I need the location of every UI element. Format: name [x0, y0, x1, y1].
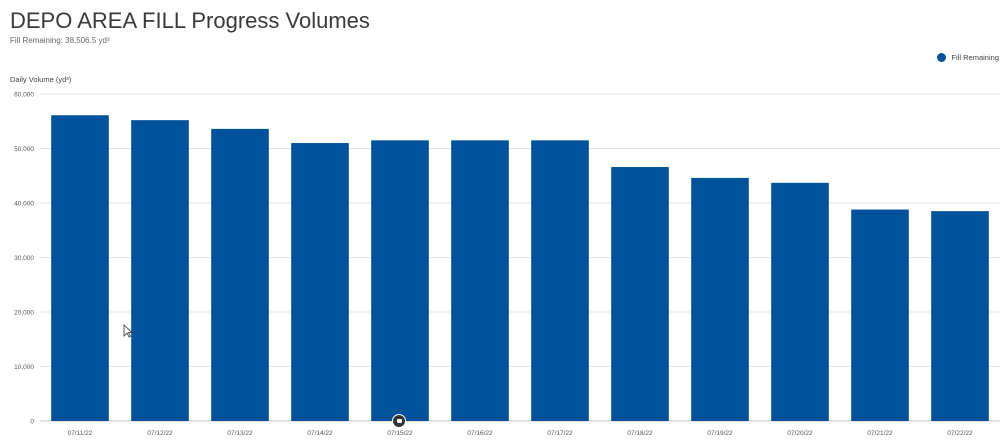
y-tick-label: 50,000	[14, 146, 34, 153]
bar-07/12/22[interactable]	[131, 120, 189, 421]
bar-07/21/22[interactable]	[851, 209, 909, 421]
bar-07/13/22[interactable]	[211, 128, 269, 421]
page-title: DEPO AREA FILL Progress Volumes	[10, 8, 370, 33]
y-tick-label: 10,000	[14, 364, 34, 371]
legend-marker-fill-remaining	[937, 53, 947, 62]
x-tick-label: 07/18/22	[627, 430, 653, 437]
x-tick-label: 07/12/22	[147, 430, 173, 437]
y-tick-label: 60,000	[14, 92, 34, 99]
x-tick-label: 07/15/22	[387, 430, 413, 437]
bar-07/22/22[interactable]	[931, 211, 989, 421]
bar-07/18/22[interactable]	[611, 167, 669, 421]
y-axis-title: Daily Volume (yd³)	[10, 75, 72, 84]
x-tick-label: 07/13/22	[227, 430, 253, 437]
x-tick-label: 07/17/22	[547, 430, 573, 437]
bar-07/11/22[interactable]	[51, 115, 109, 421]
bar-07/17/22[interactable]	[531, 140, 589, 421]
bar-07/16/22[interactable]	[451, 140, 509, 421]
x-tick-label: 07/20/22	[787, 430, 813, 437]
legend-label-fill-remaining: Fill Remaining	[951, 53, 999, 62]
y-tick-label: 20,000	[14, 310, 34, 317]
bar-07/19/22[interactable]	[691, 177, 749, 421]
x-tick-label: 07/16/22	[467, 430, 493, 437]
bar-07/14/22[interactable]	[291, 143, 349, 422]
x-tick-label: 07/21/22	[867, 430, 893, 437]
x-tick-label: 07/22/22	[947, 430, 973, 437]
chart-legend[interactable]: Fill Remaining	[937, 53, 999, 62]
y-tick-label: 40,000	[14, 201, 34, 208]
y-tick-label: 0	[30, 419, 34, 426]
x-tick-label: 07/14/22	[307, 430, 333, 437]
y-tick-label: 30,000	[14, 255, 34, 262]
bar-07/15/22[interactable]	[371, 140, 429, 421]
calendar-marker-icon[interactable]	[392, 414, 406, 428]
x-tick-label: 07/11/22	[68, 430, 93, 437]
bar-07/20/22[interactable]	[771, 182, 829, 421]
x-tick-label: 07/19/22	[707, 430, 733, 437]
page-subtitle: Fill Remaining: 38,506.5 yd³	[10, 36, 110, 45]
mouse-pointer-icon	[123, 324, 133, 338]
